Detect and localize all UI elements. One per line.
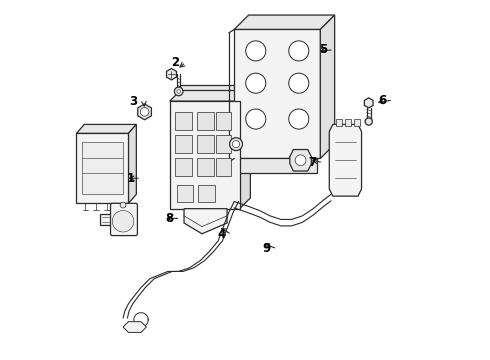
Polygon shape: [138, 104, 151, 120]
Circle shape: [140, 108, 149, 116]
Polygon shape: [128, 125, 136, 203]
Polygon shape: [290, 149, 311, 171]
Polygon shape: [76, 125, 136, 134]
Circle shape: [245, 41, 266, 61]
Polygon shape: [240, 90, 250, 209]
Polygon shape: [100, 214, 111, 225]
Circle shape: [232, 140, 240, 148]
Polygon shape: [184, 209, 227, 234]
Circle shape: [120, 202, 126, 208]
Polygon shape: [238, 158, 317, 173]
Circle shape: [115, 213, 131, 229]
Polygon shape: [177, 185, 193, 202]
Text: 6: 6: [378, 94, 387, 107]
Circle shape: [289, 109, 309, 129]
Text: 3: 3: [129, 95, 137, 108]
Polygon shape: [234, 30, 320, 158]
Polygon shape: [320, 15, 335, 158]
Circle shape: [230, 138, 243, 150]
Polygon shape: [175, 135, 192, 153]
Polygon shape: [170, 90, 250, 101]
Circle shape: [174, 87, 183, 96]
Polygon shape: [123, 321, 147, 332]
Text: 9: 9: [263, 242, 271, 255]
Polygon shape: [196, 158, 214, 176]
Polygon shape: [175, 158, 192, 176]
Polygon shape: [365, 98, 373, 108]
Polygon shape: [167, 68, 176, 80]
Polygon shape: [337, 119, 342, 126]
Text: 2: 2: [171, 56, 179, 69]
Polygon shape: [234, 15, 335, 30]
Polygon shape: [216, 112, 231, 130]
Circle shape: [121, 219, 125, 224]
Circle shape: [289, 41, 309, 61]
Circle shape: [177, 90, 180, 93]
FancyBboxPatch shape: [111, 203, 137, 235]
Text: 5: 5: [319, 43, 327, 56]
Polygon shape: [82, 142, 123, 194]
Circle shape: [295, 155, 306, 166]
Polygon shape: [170, 101, 240, 209]
Circle shape: [245, 73, 266, 93]
Polygon shape: [354, 119, 360, 126]
Polygon shape: [216, 158, 231, 176]
Polygon shape: [196, 135, 214, 153]
Text: 4: 4: [217, 228, 225, 241]
Circle shape: [245, 109, 266, 129]
Polygon shape: [198, 185, 215, 202]
Polygon shape: [180, 85, 250, 90]
Polygon shape: [329, 125, 362, 196]
Polygon shape: [345, 119, 351, 126]
Circle shape: [365, 118, 372, 125]
Text: 8: 8: [166, 212, 174, 225]
Polygon shape: [196, 112, 214, 130]
Text: 7: 7: [309, 156, 317, 169]
Polygon shape: [216, 135, 231, 153]
Text: 1: 1: [126, 172, 135, 185]
Polygon shape: [175, 112, 192, 130]
Circle shape: [289, 73, 309, 93]
Circle shape: [112, 211, 134, 232]
Circle shape: [118, 216, 128, 226]
Polygon shape: [76, 134, 128, 203]
